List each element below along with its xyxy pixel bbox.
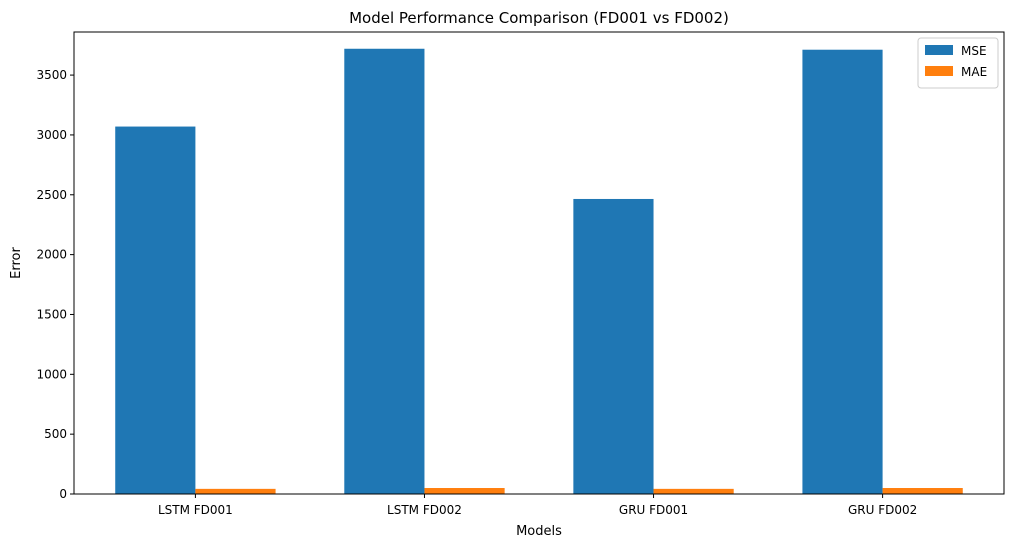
bar-mae-3 bbox=[882, 488, 963, 494]
y-tick-label: 3000 bbox=[36, 128, 67, 142]
bar-mse-1 bbox=[344, 48, 425, 495]
x-tick-label: LSTM FD002 bbox=[387, 503, 462, 517]
bar-mae-2 bbox=[653, 488, 734, 494]
bar-mse-3 bbox=[802, 49, 883, 494]
bar-mse-2 bbox=[573, 198, 654, 495]
bar-mae-1 bbox=[424, 488, 505, 494]
bar-mae-0 bbox=[195, 488, 276, 494]
y-tick-label: 3500 bbox=[36, 68, 67, 82]
legend-label-mse: MSE bbox=[961, 44, 987, 58]
y-tick-label: 1000 bbox=[36, 367, 67, 381]
x-axis-label: Models bbox=[516, 524, 562, 539]
y-tick-label: 2500 bbox=[36, 188, 67, 202]
legend: MSE MAE bbox=[917, 37, 999, 89]
y-tick-label: 1500 bbox=[36, 307, 67, 321]
plot-frame bbox=[73, 31, 1005, 495]
y-axis-label: Error bbox=[9, 247, 24, 279]
chart-title: Model Performance Comparison (FD001 vs F… bbox=[349, 9, 729, 27]
legend-label-mae: MAE bbox=[961, 65, 987, 79]
y-tick-label: 2000 bbox=[36, 248, 67, 262]
legend-swatch-mse bbox=[925, 45, 953, 55]
x-tick-label: LSTM FD001 bbox=[158, 503, 233, 517]
legend-swatch-mae bbox=[925, 66, 953, 76]
x-tick-label: GRU FD001 bbox=[619, 503, 688, 517]
y-tick-label: 500 bbox=[44, 427, 67, 441]
bar-mse-0 bbox=[115, 126, 196, 494]
y-tick-label: 0 bbox=[59, 487, 67, 501]
x-tick-label: GRU FD002 bbox=[848, 503, 917, 517]
